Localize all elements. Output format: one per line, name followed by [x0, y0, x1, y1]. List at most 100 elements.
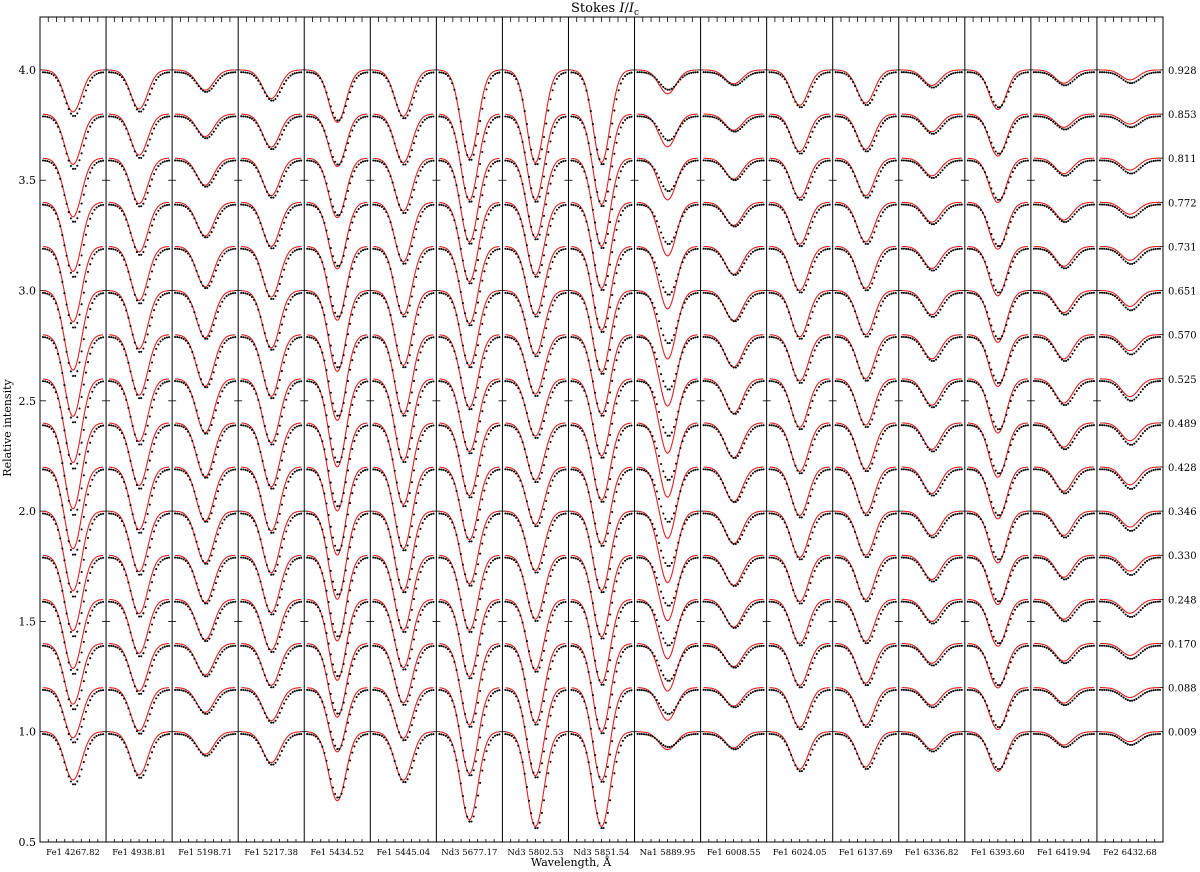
observed-point — [515, 165, 518, 168]
observed-point — [517, 654, 520, 657]
observed-point — [419, 80, 422, 83]
observed-point — [581, 562, 584, 565]
observed-point — [470, 540, 473, 543]
observed-point — [391, 458, 394, 461]
observed-point — [579, 339, 582, 342]
observed-point — [400, 700, 403, 703]
observed-point — [444, 205, 447, 208]
observed-point — [63, 144, 66, 147]
observed-point — [229, 381, 232, 384]
observed-point — [440, 512, 443, 515]
observed-point — [248, 338, 251, 341]
observed-point — [374, 556, 377, 559]
observed-point — [679, 576, 682, 579]
observed-point — [142, 652, 145, 655]
observed-point — [234, 336, 237, 339]
observed-point — [329, 391, 332, 394]
observed-point — [487, 433, 490, 436]
observed-point — [449, 209, 452, 212]
observed-point — [234, 71, 237, 74]
observed-point — [278, 91, 281, 94]
observed-point — [621, 165, 624, 168]
observed-point — [334, 630, 337, 634]
observed-point — [310, 733, 313, 736]
observed-point — [138, 655, 141, 658]
observed-point — [246, 381, 249, 384]
observed-point — [479, 736, 482, 739]
observed-point — [89, 614, 92, 617]
model-profile — [571, 157, 632, 248]
observed-point — [598, 775, 601, 778]
observed-point — [46, 160, 49, 163]
observed-point — [259, 621, 262, 624]
observed-point — [242, 71, 245, 74]
observed-point — [374, 115, 377, 118]
observed-point — [540, 515, 543, 519]
observed-point — [242, 644, 245, 647]
observed-point — [419, 215, 422, 218]
model-profile — [42, 466, 104, 550]
observed-point — [428, 733, 431, 737]
y-tick-label: 1.5 — [19, 615, 37, 628]
observed-point — [127, 581, 130, 584]
observed-point — [65, 571, 68, 574]
observed-point — [63, 600, 66, 604]
observed-point — [63, 384, 66, 387]
observed-point — [112, 292, 115, 295]
observed-point — [440, 292, 443, 295]
observed-point — [342, 304, 345, 307]
observed-point — [298, 336, 301, 339]
model-profile — [109, 290, 170, 350]
observed-point — [517, 431, 520, 434]
observed-point — [551, 304, 554, 307]
observed-point — [263, 636, 266, 639]
observed-point — [165, 204, 169, 207]
observed-point — [470, 158, 473, 161]
observed-point — [498, 380, 501, 383]
observed-point — [168, 688, 171, 692]
observed-point — [355, 166, 358, 169]
observed-point — [80, 689, 83, 692]
observed-point — [125, 443, 128, 446]
observed-point — [54, 391, 57, 394]
observed-point — [93, 518, 96, 521]
observed-point — [630, 292, 633, 295]
observed-point — [626, 558, 629, 561]
observed-point — [579, 383, 582, 386]
observed-point — [361, 72, 365, 75]
observed-point — [619, 214, 622, 217]
observed-point — [250, 384, 253, 387]
observed-point — [184, 603, 187, 606]
observed-point — [163, 557, 166, 560]
observed-point — [353, 484, 356, 487]
observed-point — [579, 736, 582, 739]
observed-point — [538, 195, 541, 198]
observed-point — [453, 262, 456, 266]
observed-point — [193, 575, 196, 578]
observed-point — [244, 557, 247, 560]
observed-point — [310, 71, 313, 74]
observed-point — [519, 706, 522, 709]
observed-point — [97, 470, 100, 473]
observed-point — [201, 753, 205, 756]
observed-point — [163, 248, 166, 251]
observed-point — [52, 692, 55, 695]
observed-point — [65, 612, 68, 615]
observed-point — [95, 117, 98, 120]
observed-point — [287, 257, 290, 260]
observed-point — [681, 483, 684, 486]
observed-point — [234, 644, 237, 647]
observed-point — [432, 336, 435, 339]
observed-point — [485, 350, 488, 353]
observed-point — [351, 706, 354, 709]
observed-point — [199, 633, 202, 636]
observed-point — [186, 648, 190, 651]
observed-point — [127, 406, 130, 409]
observed-point — [457, 724, 460, 728]
observed-point — [291, 295, 294, 298]
observed-point — [129, 231, 132, 234]
observed-point — [428, 116, 431, 119]
observed-point — [481, 279, 484, 282]
observed-point — [319, 522, 322, 525]
observed-point — [525, 456, 528, 459]
